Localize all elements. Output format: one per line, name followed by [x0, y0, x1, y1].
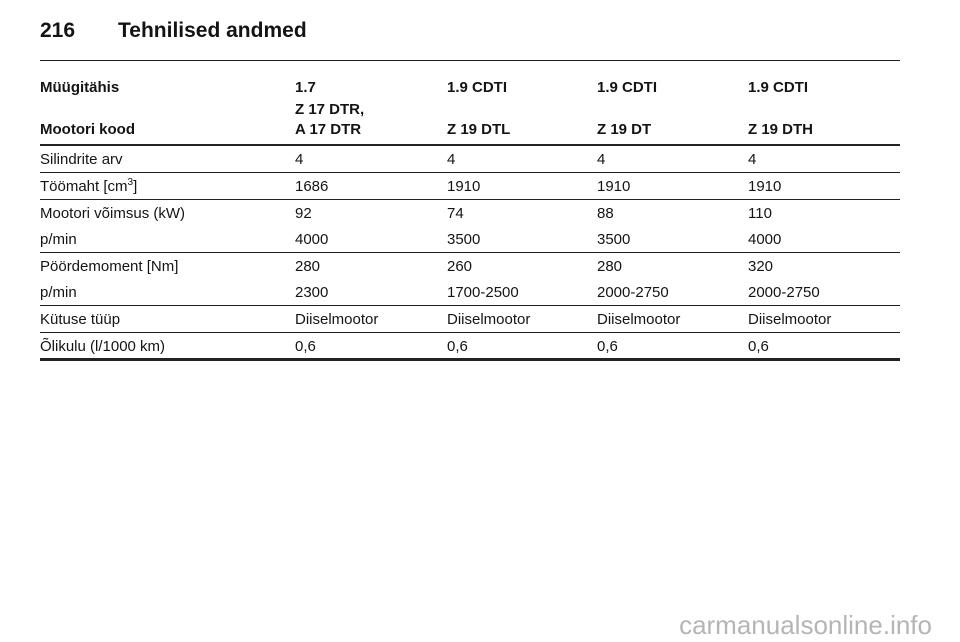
cell: 110	[748, 205, 772, 222]
cell: 0,6	[295, 338, 316, 355]
cell: 1686	[295, 178, 329, 195]
cell: 74	[447, 205, 464, 222]
cell: 4	[597, 151, 606, 168]
row-label: Kütuse tüüp	[40, 311, 121, 328]
cell: 1910	[597, 178, 631, 195]
cell: 2000-2750	[597, 284, 669, 301]
head-cell: Z 19 DT	[597, 121, 652, 138]
cell: Diiselmootor	[748, 311, 832, 328]
cell: 92	[295, 205, 312, 222]
watermark: carmanualsonline.info	[679, 610, 932, 640]
head-cell: Mootori kood	[40, 121, 135, 138]
rule	[40, 332, 900, 333]
row-label: Õlikulu (l/1000 km)	[40, 338, 166, 355]
cell: 1910	[748, 178, 782, 195]
cell: Diiselmootor	[447, 311, 531, 328]
row-label: Pöördemoment [Nm]	[40, 258, 179, 275]
thick-rule	[40, 144, 900, 146]
row-label: Mootori võimsus (kW)	[40, 205, 186, 222]
cell: 2300	[295, 284, 329, 301]
head-cell: Z 19 DTH	[748, 121, 814, 138]
cell: 4000	[295, 231, 329, 248]
cell: 280	[295, 258, 321, 275]
cell: 1910	[447, 178, 481, 195]
rule	[40, 305, 900, 306]
head-cell: A 17 DTR	[295, 121, 362, 138]
head-cell: 1.9 CDTI	[597, 79, 658, 96]
cell: 4	[748, 151, 757, 168]
cell: 0,6	[447, 338, 468, 355]
thick-rule	[40, 358, 900, 361]
cell: 4	[295, 151, 304, 168]
head-cell: 1.9 CDTI	[748, 79, 809, 96]
cell: 260	[447, 258, 473, 275]
row-label: p/min	[40, 231, 77, 248]
cell: 320	[748, 258, 774, 275]
row-label: p/min	[40, 284, 77, 301]
cell: 280	[597, 258, 623, 275]
cell: Diiselmootor	[597, 311, 681, 328]
cell: 88	[597, 205, 614, 222]
label-text: ]	[133, 178, 138, 195]
head-cell: 1.9 CDTI	[447, 79, 508, 96]
superscript: 3	[127, 177, 134, 188]
header-rule	[40, 60, 900, 61]
head-cell: Müügitähis	[40, 79, 120, 96]
head-cell: Z 19 DTL	[447, 121, 511, 138]
rule	[40, 252, 900, 253]
cell: 0,6	[597, 338, 618, 355]
head-cell: 1.7	[295, 79, 316, 96]
cell: 3500	[447, 231, 481, 248]
rule	[40, 172, 900, 173]
cell: 4	[447, 151, 456, 168]
page-number: 216	[40, 19, 76, 42]
cell: Diiselmootor	[295, 311, 379, 328]
cell: 4000	[748, 231, 782, 248]
cell: 3500	[597, 231, 631, 248]
row-label: Töömaht [cm3]	[40, 178, 137, 196]
page-title: Tehnilised andmed	[118, 19, 307, 42]
row-label: Silindrite arv	[40, 151, 123, 168]
rule	[40, 199, 900, 200]
head-cell: Z 17 DTR,	[295, 101, 365, 118]
label-text: Töömaht [cm	[40, 178, 128, 195]
cell: 1700-2500	[447, 284, 519, 301]
cell: 0,6	[748, 338, 769, 355]
cell: 2000-2750	[748, 284, 820, 301]
